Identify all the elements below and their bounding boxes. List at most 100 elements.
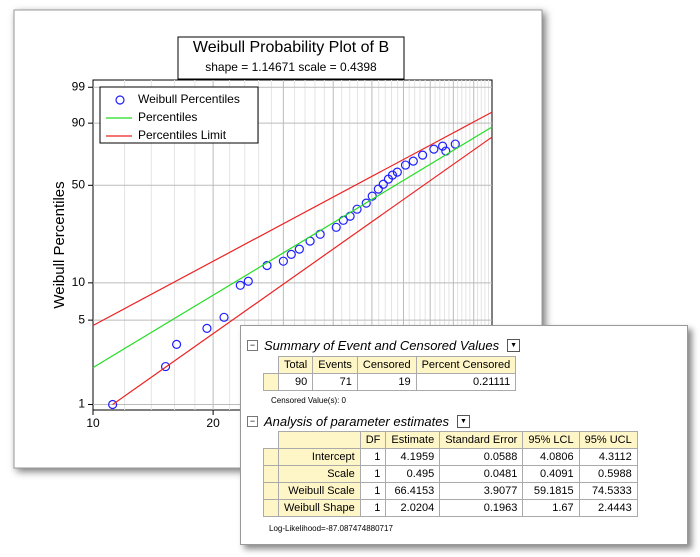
table-row: Total Events Censored Percent Censored: [264, 356, 517, 374]
x-tick-label: 10: [86, 416, 100, 430]
legend: [99, 86, 259, 144]
table-cell: 1.67: [522, 499, 580, 517]
data-point: [352, 204, 362, 214]
data-point: [373, 184, 383, 194]
y-tick-label: 5: [78, 312, 85, 326]
data-point: [331, 222, 341, 232]
table-cell: [264, 432, 279, 449]
table-cell: Intercept: [278, 448, 361, 466]
data-point: [418, 150, 428, 160]
table-cell: 95% LCL: [522, 431, 580, 449]
legend-label: Percentiles Limit: [138, 128, 227, 142]
data-point: [408, 156, 418, 166]
summary-title: Summary of Event and Censored Values: [264, 338, 500, 353]
table-cell: 0.5988: [578, 465, 638, 483]
chart-subtitle: shape = 1.14671 scale = 0.4398: [205, 60, 377, 74]
table-cell: 19: [356, 373, 417, 391]
table-cell: Weibull Shape: [278, 499, 361, 517]
analysis-note: Log-Likelihood=-87.087474880717: [269, 524, 393, 533]
table-cell: DF: [359, 431, 387, 449]
data-point: [450, 139, 460, 149]
table-cell: 1: [359, 482, 387, 500]
data-point: [294, 244, 304, 254]
table-cell: Total: [277, 356, 314, 374]
series-line: [92, 126, 493, 369]
legend-label: Percentiles: [138, 110, 197, 124]
data-point: [400, 160, 411, 170]
analysis-title: Analysis of parameter estimates: [264, 414, 449, 429]
y-axis-label: Weibull Percentiles: [51, 181, 68, 308]
data-point: [429, 144, 439, 154]
table-cell: 3.9077: [439, 482, 524, 500]
dropdown-button[interactable]: ▼: [507, 339, 521, 352]
y-tick-label: 1: [78, 397, 85, 411]
chart-title: Weibull Probability Plot of B: [193, 39, 389, 56]
table-cell: Weibull Scale: [278, 482, 361, 500]
table-cell: 90: [277, 373, 314, 391]
data-point: [171, 339, 182, 349]
data-point: [235, 280, 245, 290]
series-line: [112, 136, 493, 406]
data-point: [160, 361, 171, 372]
table-cell: 4.1959: [385, 448, 441, 466]
table-cell: [263, 465, 279, 483]
collapse-button[interactable]: −: [247, 416, 258, 427]
table-cell: 2.0204: [385, 499, 441, 517]
summary-note: Censored Value(s): 0: [271, 396, 346, 405]
x-tick-label: 20: [206, 416, 220, 430]
results-panel: − Summary of Event and Censored Values ▼ T…: [240, 325, 688, 545]
table-cell: 1: [359, 499, 387, 517]
table-cell: 0.495: [385, 465, 441, 483]
table-cell: 66.4153: [385, 482, 441, 500]
y-tick-label: 90: [72, 115, 86, 129]
table-row: Intercept 1 4.1959 0.0588 4.0806 4.3112: [263, 448, 638, 466]
analysis-table: DF Estimate Standard Error 95% LCL 95% UCL In…: [263, 431, 638, 517]
data-point: [438, 141, 448, 151]
collapse-button[interactable]: −: [247, 340, 258, 351]
table-cell: [263, 373, 279, 391]
summary-table: Total Events Censored Percent Censored 90 71 1…: [263, 356, 517, 391]
table-cell: Censored: [356, 356, 417, 374]
data-point: [219, 312, 229, 322]
legend-marker: [115, 95, 125, 105]
table-cell: 2.4443: [578, 499, 638, 517]
data-point: [243, 276, 253, 286]
y-tick-label: 10: [72, 275, 86, 289]
table-cell: 4.0806: [522, 448, 580, 466]
legend-label: Weibull Percentiles: [138, 92, 240, 106]
data-point: [108, 399, 118, 410]
summary-header: − Summary of Event and Censored Values ▼: [247, 338, 521, 353]
dropdown-button[interactable]: ▼: [456, 415, 470, 428]
table-cell: 4.3112: [578, 448, 638, 466]
table-cell: [263, 448, 279, 466]
data-point: [286, 249, 296, 259]
table-cell: 95% UCL: [578, 431, 638, 449]
table-cell: [264, 357, 279, 374]
table-cell: [278, 431, 361, 449]
series-line: [92, 111, 493, 327]
table-cell: Percent Censored: [415, 356, 517, 374]
table-cell: 0.21111: [415, 373, 517, 391]
table-cell: 0.0588: [439, 448, 524, 466]
data-point: [278, 256, 288, 266]
table-cell: Estimate: [385, 431, 441, 449]
table-row: Weibull Shape 1 2.0204 0.1963 1.67 2.4443: [263, 499, 638, 517]
y-tick-label: 99: [72, 79, 86, 93]
title-box: [177, 36, 405, 80]
table-cell: 71: [312, 373, 358, 391]
table-cell: 0.1963: [439, 499, 524, 517]
table-cell: Standard Error: [439, 431, 524, 449]
table-cell: 0.0481: [439, 465, 524, 483]
table-cell: 1: [359, 465, 387, 483]
table-cell: [263, 499, 279, 517]
y-tick-label: 50: [72, 177, 86, 191]
table-cell: 1: [359, 448, 387, 466]
table-row: 90 71 19 0.21111: [263, 373, 517, 391]
data-point: [361, 198, 371, 208]
table-row: DF Estimate Standard Error 95% LCL 95% UCL: [264, 431, 638, 449]
table-cell: 74.5333: [578, 482, 638, 500]
table-row: Scale 1 0.495 0.0481 0.4091 0.5988: [263, 465, 638, 483]
